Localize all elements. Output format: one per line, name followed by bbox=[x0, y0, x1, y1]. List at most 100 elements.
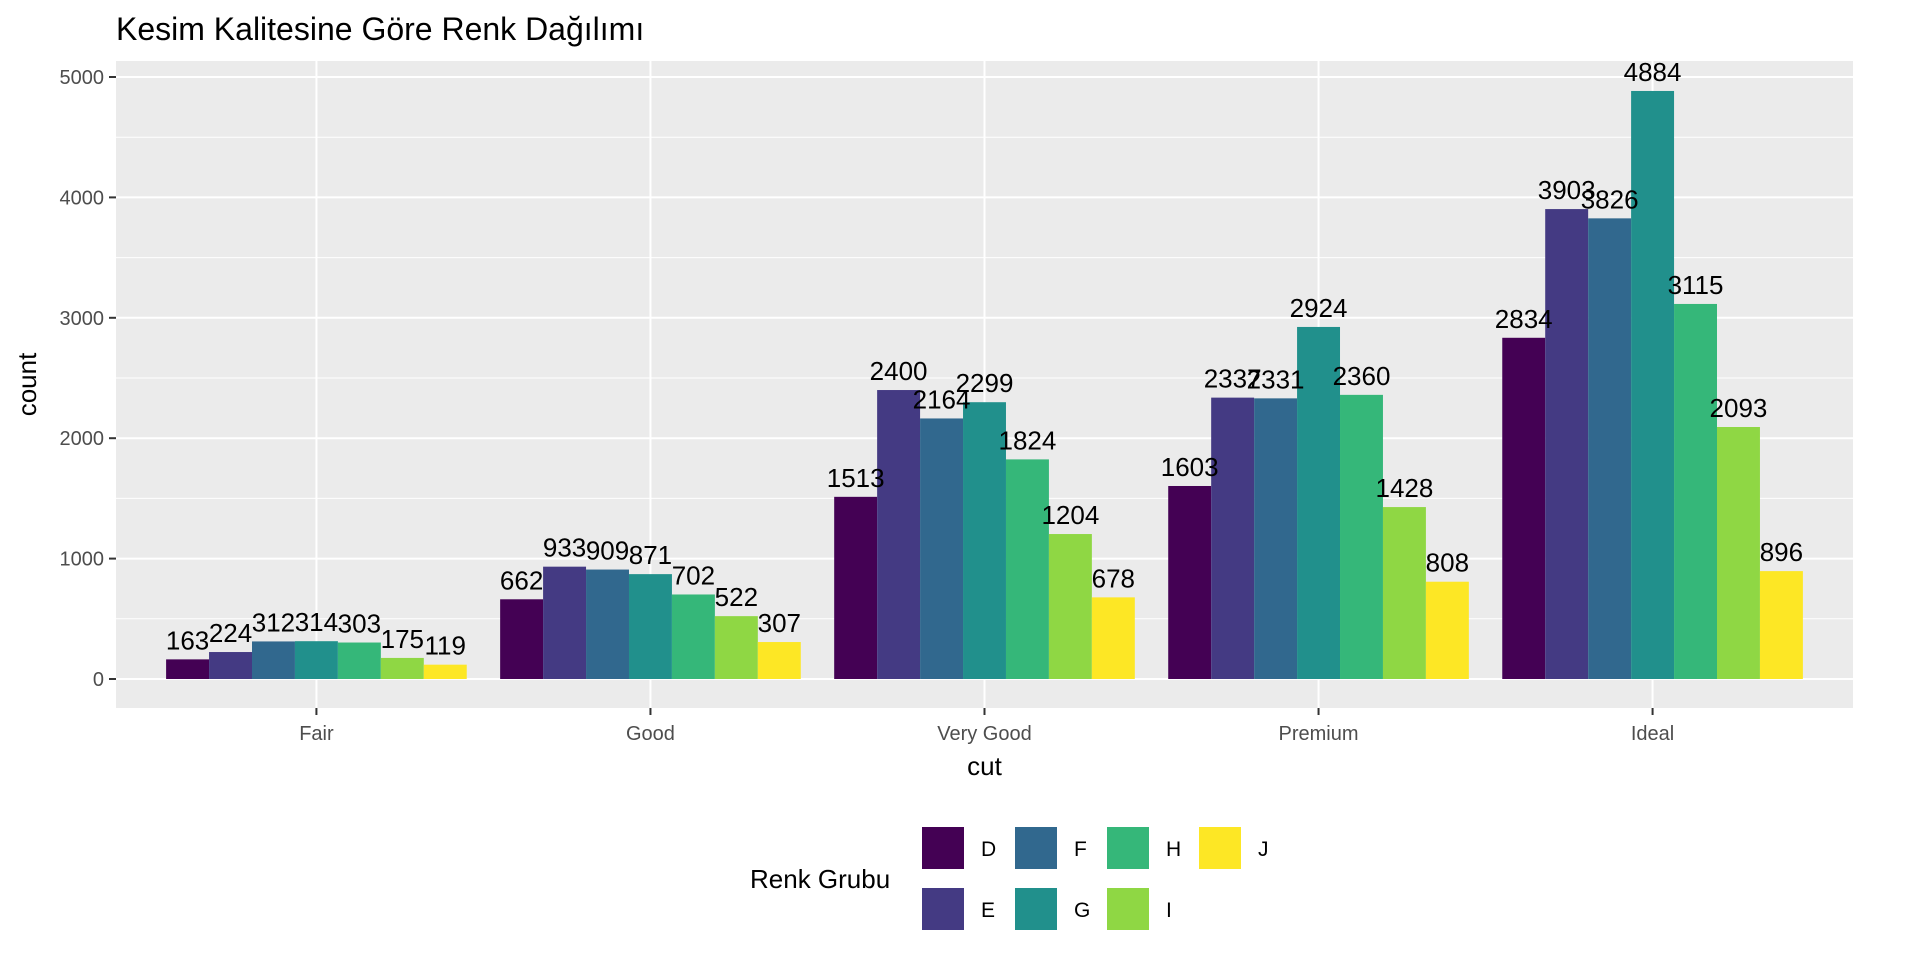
bar-G-very-good bbox=[963, 402, 1006, 679]
x-tick-label: Ideal bbox=[1631, 723, 1674, 745]
bar-F-good bbox=[586, 569, 629, 679]
bar-value-label: 871 bbox=[629, 540, 672, 570]
bar-value-label: 808 bbox=[1426, 548, 1469, 578]
bar-F-premium bbox=[1254, 398, 1298, 679]
x-tick-label: Good bbox=[626, 723, 675, 745]
bar-value-label: 933 bbox=[543, 533, 586, 563]
bar-D-premium bbox=[1168, 485, 1212, 679]
bar-value-label: 2924 bbox=[1290, 293, 1348, 323]
bar-value-label: 3115 bbox=[1668, 270, 1724, 300]
x-tick-label: Premium bbox=[1279, 723, 1359, 745]
bar-value-label: 4884 bbox=[1624, 57, 1682, 87]
y-tick-label: 1000 bbox=[60, 549, 105, 571]
bar-value-label: 662 bbox=[500, 565, 543, 595]
bar-value-label: 2360 bbox=[1333, 361, 1391, 391]
bar-H-ideal bbox=[1674, 303, 1717, 679]
bar-F-very-good bbox=[920, 418, 964, 679]
legend-key-F bbox=[1015, 827, 1057, 869]
legend-label-J: J bbox=[1258, 838, 1269, 861]
bar-H-very-good bbox=[1005, 459, 1049, 679]
bar-G-premium bbox=[1297, 326, 1341, 679]
bar-value-label: 312 bbox=[252, 607, 295, 637]
bar-I-ideal bbox=[1716, 427, 1760, 679]
bar-value-label: 119 bbox=[425, 631, 466, 661]
bar-value-label: 2337 bbox=[1204, 364, 1262, 394]
legend-label-E: E bbox=[981, 899, 995, 922]
bar-D-very-good bbox=[834, 496, 878, 679]
legend-key-E bbox=[922, 888, 964, 930]
legend-items: D E F G H I J bbox=[922, 827, 1269, 930]
bar-value-label: 909 bbox=[586, 536, 629, 566]
bar-E-good bbox=[543, 566, 587, 679]
bar-J-premium bbox=[1425, 581, 1469, 679]
bar-I-premium bbox=[1382, 507, 1426, 679]
y-tick-label: 3000 bbox=[60, 308, 105, 330]
bar-D-good bbox=[500, 599, 544, 679]
bar-value-label: 163 bbox=[166, 625, 209, 655]
bar-F-ideal bbox=[1588, 218, 1632, 679]
bar-G-fair bbox=[294, 641, 338, 679]
bar-J-fair bbox=[423, 664, 467, 679]
bar-value-label: 2331 bbox=[1247, 364, 1305, 394]
legend-label-H: H bbox=[1166, 838, 1181, 861]
bar-E-very-good bbox=[877, 390, 921, 679]
bar-value-label: 1428 bbox=[1376, 473, 1434, 503]
bar-value-label: 3826 bbox=[1581, 184, 1639, 214]
legend-key-J bbox=[1199, 827, 1241, 869]
legend-label-I: I bbox=[1166, 899, 1172, 922]
bar-J-good bbox=[757, 642, 801, 679]
x-axis-title: cut bbox=[967, 751, 1002, 781]
bar-E-premium bbox=[1211, 397, 1255, 679]
y-axis-title: count bbox=[12, 352, 42, 416]
bar-value-label: 2834 bbox=[1495, 304, 1553, 334]
bar-I-very-good bbox=[1048, 534, 1092, 679]
bar-value-label: 224 bbox=[209, 618, 252, 648]
legend-key-G bbox=[1015, 888, 1057, 930]
bar-G-good bbox=[628, 574, 672, 679]
bar-value-label: 314 bbox=[295, 607, 338, 637]
x-tick-label: Very Good bbox=[937, 723, 1032, 745]
legend-key-I bbox=[1107, 888, 1149, 930]
x-tick-label: Fair bbox=[299, 723, 334, 745]
bar-value-label: 2093 bbox=[1710, 393, 1768, 423]
bar-value-label: 1824 bbox=[999, 425, 1057, 455]
bar-value-label: 3903 bbox=[1538, 175, 1596, 205]
y-tick-label: 5000 bbox=[60, 67, 105, 89]
bar-J-ideal bbox=[1759, 571, 1803, 679]
bar-value-label: 522 bbox=[715, 582, 758, 612]
legend-key-D bbox=[922, 827, 964, 869]
bar-value-label: 307 bbox=[758, 608, 801, 638]
bar-J-very-good bbox=[1091, 597, 1135, 679]
bar-D-ideal bbox=[1502, 337, 1546, 679]
bar-value-label: 2164 bbox=[913, 384, 971, 414]
bar-H-premium bbox=[1340, 394, 1383, 679]
bar-labels: 163 662 1513 1603 2834 224 933 2400 2337 3903 312 9… bbox=[166, 57, 1803, 661]
bar-value-label: 1204 bbox=[1041, 500, 1099, 530]
x-axis: Fair Good Very Good Premium Ideal bbox=[299, 708, 1674, 745]
bar-D-fair bbox=[166, 659, 210, 679]
bar-I-good bbox=[714, 616, 758, 679]
bar-value-label: 175 bbox=[381, 624, 424, 654]
bar-value-label: 896 bbox=[1760, 537, 1803, 567]
bar-H-fair bbox=[337, 642, 381, 679]
bar-value-label: 702 bbox=[672, 560, 715, 590]
bar-value-label: 2400 bbox=[870, 356, 928, 386]
legend-label-G: G bbox=[1074, 899, 1090, 922]
bar-H-good bbox=[671, 594, 715, 679]
y-tick-label: 2000 bbox=[60, 428, 105, 450]
bar-E-fair bbox=[209, 652, 253, 679]
bar-value-label: 303 bbox=[338, 609, 381, 639]
bar-E-ideal bbox=[1545, 209, 1589, 679]
legend-label-F: F bbox=[1074, 838, 1087, 861]
bar-I-fair bbox=[380, 657, 424, 679]
legend-title: Renk Grubu bbox=[750, 864, 890, 894]
bar-value-label: 2299 bbox=[956, 368, 1014, 398]
y-axis: 0 1000 2000 3000 4000 5000 bbox=[60, 67, 116, 691]
bar-G-ideal bbox=[1631, 90, 1675, 679]
legend-label-D: D bbox=[981, 838, 996, 861]
bar-F-fair bbox=[252, 641, 295, 679]
bar-value-label: 1603 bbox=[1161, 452, 1219, 482]
bar-value-label: 1513 bbox=[827, 463, 885, 493]
y-tick-label: 4000 bbox=[60, 187, 105, 209]
